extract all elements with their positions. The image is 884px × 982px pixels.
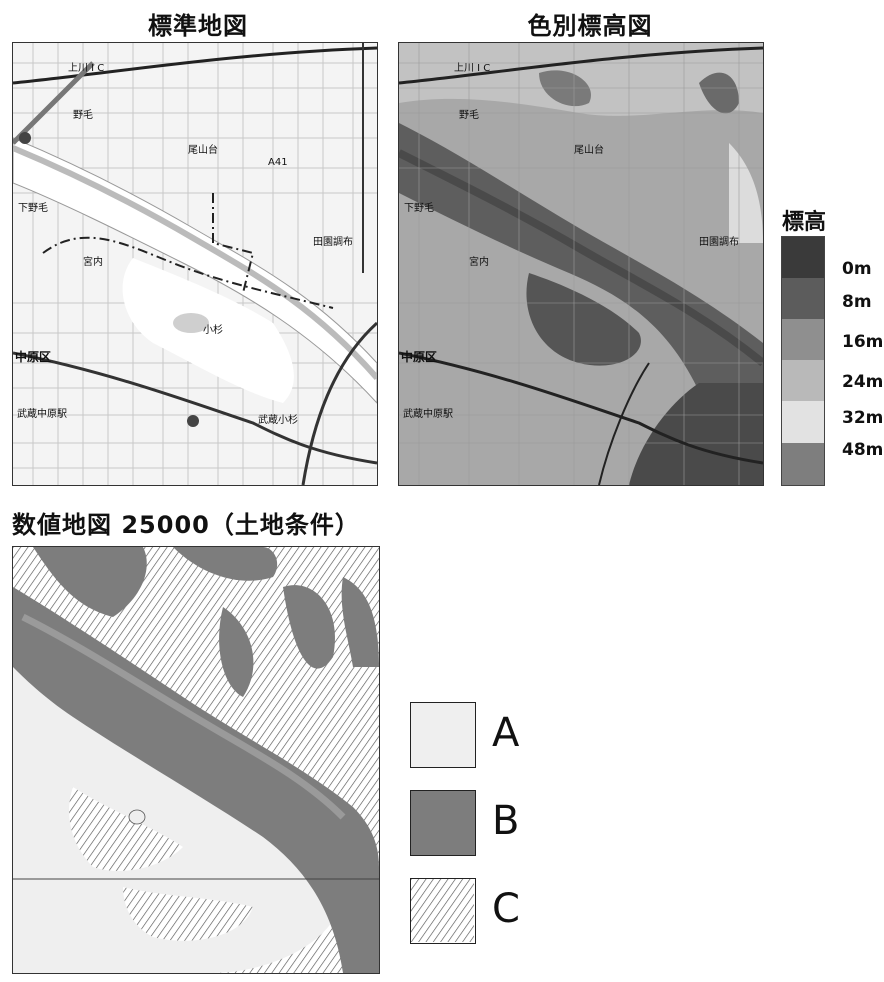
class-b-label: B (492, 798, 520, 844)
elev-tick-4: 32m (842, 408, 884, 428)
elev-label-nogo: 野毛 (459, 109, 479, 121)
elevation-map[interactable]: 上川 I C 野毛 尾山台 下野毛 田園調布 宮内 中原区 武蔵中原駅 (398, 42, 764, 486)
elev-label-ic: 上川 I C (454, 62, 490, 74)
elev-label-den-en: 田園調布 (699, 235, 739, 248)
label-miyauchi: 宮内 (83, 255, 103, 268)
class-c-swatch (410, 878, 476, 944)
elev-label-oyamadai: 尾山台 (574, 143, 604, 156)
elev-label-nakahara-ku: 中原区 (401, 349, 437, 364)
label-den-en: 田園調布 (313, 235, 353, 248)
elev-tick-3: 24m (842, 372, 884, 392)
label-musashi-nakahara: 武蔵中原駅 (17, 407, 67, 420)
elev-tick-5: 48m (842, 440, 884, 460)
land-condition-map[interactable] (12, 546, 380, 974)
label-route: A41 (268, 157, 288, 168)
standard-map-title: 標準地図 (148, 12, 248, 40)
label-oyamadai: 尾山台 (188, 143, 218, 156)
label-musashi-kosugi: 武蔵小杉 (258, 413, 298, 426)
class-c-label: C (492, 886, 520, 932)
elev-tick-0: 0m (842, 259, 872, 279)
elev-tick-2: 16m (842, 332, 884, 352)
elev-label-shimonoge: 下野毛 (404, 202, 434, 214)
label-shimonoge: 下野毛 (18, 202, 48, 214)
elevation-legend-bar (781, 236, 825, 486)
elev-label-miyauchi: 宮内 (469, 255, 489, 268)
elevation-legend-title: 標高 (782, 210, 827, 235)
class-a-swatch (410, 702, 476, 768)
standard-map[interactable]: 上川 I C 野毛 尾山台 A41 下野毛 田園調布 宮内 小杉 中原区 武蔵中… (12, 42, 378, 486)
label-nakahara-ku: 中原区 (15, 349, 51, 364)
label-kosugi: 小杉 (203, 323, 223, 336)
label-ic: 上川 I C (68, 62, 104, 74)
class-a-label: A (492, 710, 520, 756)
class-b-swatch (410, 790, 476, 856)
elev-tick-1: 8m (842, 292, 872, 312)
elevation-map-title: 色別標高図 (527, 12, 653, 40)
land-condition-map-title: 数値地図 25000（土地条件） (12, 511, 360, 539)
elev-label-musashi-nakahara: 武蔵中原駅 (403, 407, 453, 420)
label-nogo: 野毛 (73, 109, 93, 121)
